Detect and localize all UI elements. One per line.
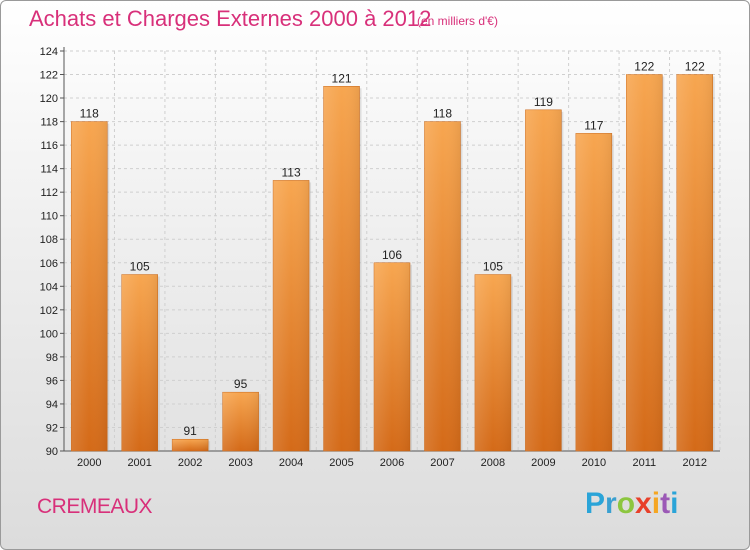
y-tick-label: 118: [40, 117, 58, 129]
x-tick-label-2001: 2001: [127, 457, 151, 469]
y-tick-label: 114: [40, 164, 58, 176]
y-tick-label: 90: [46, 446, 58, 458]
value-label-2005: 121: [332, 71, 352, 85]
chart-unit: (en milliers d'€): [417, 14, 498, 28]
bar-highlight: [626, 74, 663, 451]
y-tick-label: 108: [40, 234, 58, 246]
value-label-2002: 91: [183, 424, 197, 438]
value-label-2003: 95: [234, 377, 248, 391]
bar-highlight: [121, 274, 158, 451]
bar-highlight: [424, 121, 461, 452]
value-label-2004: 113: [282, 165, 301, 179]
y-tick-label: 94: [46, 399, 58, 411]
x-tick-label-2002: 2002: [178, 457, 202, 469]
bar-highlight: [71, 121, 108, 452]
y-tick-label: 116: [40, 140, 58, 152]
y-tick-label: 100: [40, 328, 58, 340]
bar-highlight: [323, 86, 360, 451]
x-tick-label-2008: 2008: [481, 457, 505, 469]
value-label-2010: 117: [584, 118, 603, 132]
value-labels: 118 105 91 95 113 121 106 118 105 119 117 122 122: [80, 60, 705, 439]
y-tick-label: 104: [40, 281, 58, 293]
bar-highlight: [676, 74, 713, 451]
bar-highlight: [172, 439, 209, 451]
value-label-2011: 122: [634, 60, 654, 74]
x-tick-label-2007: 2007: [430, 457, 454, 469]
value-label-2009: 119: [534, 95, 553, 109]
value-label-2000: 118: [80, 107, 99, 121]
value-label-2001: 105: [130, 260, 150, 274]
bar-highlight: [374, 262, 410, 451]
proxiti-logo: Proxiti: [585, 487, 679, 520]
x-tick-label-2000: 2000: [77, 457, 101, 469]
y-tick-label: 96: [46, 375, 58, 387]
x-tick-label-2003: 2003: [228, 457, 252, 469]
bar-highlight: [273, 180, 310, 452]
y-tick-label: 120: [40, 93, 58, 105]
y-tick-label: 122: [40, 70, 58, 82]
y-tick-label: 98: [46, 352, 58, 364]
bar-highlight: [575, 133, 612, 451]
bar-highlight: [222, 392, 259, 451]
value-label-2007: 118: [433, 107, 452, 121]
y-tick-label: 106: [40, 258, 58, 270]
chart-title: Achats et Charges Externes 2000 à 2012: [29, 6, 432, 31]
y-tick-label: 124: [40, 46, 58, 58]
x-tick-label-2011: 2011: [632, 457, 656, 469]
bars: [70, 74, 715, 452]
y-tick-label: 112: [40, 187, 58, 199]
bar-highlight: [525, 109, 562, 451]
x-tick-label-2006: 2006: [380, 457, 404, 469]
commune-name: CREMEAUX: [37, 495, 153, 518]
value-label-2012: 122: [685, 60, 705, 74]
y-tick-label: 102: [40, 305, 58, 317]
y-tick-label: 110: [40, 211, 58, 223]
value-label-2006: 106: [382, 248, 402, 262]
x-tick-label-2010: 2010: [582, 457, 606, 469]
x-tick-label-2005: 2005: [329, 457, 353, 469]
x-tick-label-2004: 2004: [279, 457, 303, 469]
x-tick-label-2009: 2009: [531, 457, 555, 469]
bar-highlight: [474, 274, 511, 451]
y-tick-label: 92: [46, 422, 58, 434]
x-tick-label-2012: 2012: [683, 457, 707, 469]
value-label-2008: 105: [483, 260, 503, 274]
